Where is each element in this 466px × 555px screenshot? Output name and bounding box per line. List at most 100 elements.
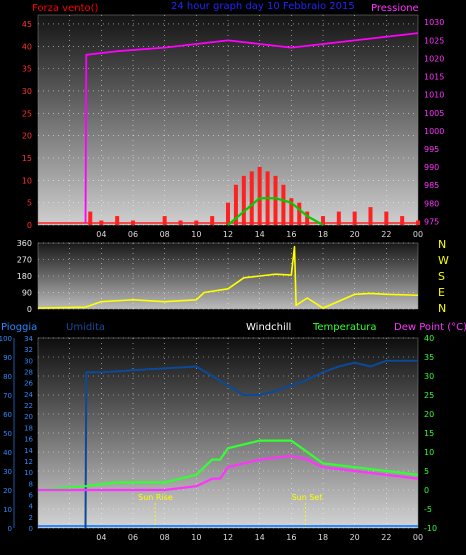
rain-tick: 8: [29, 480, 33, 488]
wind-speed-tick: 20: [22, 132, 32, 141]
dewpoint-line: [38, 454, 419, 492]
temperature-tick: 15: [424, 429, 434, 438]
rain-tick: 10: [24, 469, 33, 477]
humidity-tick: 100: [0, 335, 12, 343]
wind-speed-bar: [115, 216, 120, 225]
pressure-tick: 1000: [424, 127, 444, 136]
x-tick-label: 06: [128, 533, 138, 542]
rain-tick: 14: [24, 447, 33, 455]
humidity-axis: 0 10 20 30 40 50 60 70 80 90 100: [0, 335, 15, 533]
rain-tick: 34: [24, 335, 33, 343]
x-tick-label: 22: [381, 533, 391, 542]
x-tick-label: 14: [255, 533, 265, 542]
wind-speed-tick: 25: [22, 109, 32, 118]
wind-speed-bar: [226, 202, 230, 225]
temperature-tick: 25: [424, 391, 434, 400]
rain-tick: 30: [24, 357, 33, 365]
x-tick-label: 12: [223, 533, 233, 542]
windchill-label: Windchill: [246, 322, 291, 333]
wind-direction-axis: 0 90 180 270 360: [17, 239, 32, 314]
compass-letter: S: [438, 270, 445, 283]
wind-direction-line: [37, 245, 419, 309]
x-tick-label: 16: [286, 533, 296, 542]
x-tick-label: 08: [160, 230, 170, 239]
panel-3-grid: [38, 337, 418, 529]
rain-tick: 16: [24, 436, 33, 444]
direction-tick: 270: [17, 256, 32, 265]
temperature-tick: -5: [424, 505, 432, 514]
temperature-tick: 35: [424, 353, 434, 362]
rain-label: Pioggia: [1, 322, 37, 333]
compass-letter: W: [438, 254, 449, 267]
wind-speed-bar: [297, 202, 302, 225]
direction-tick: 180: [17, 272, 32, 281]
pressure-tick: 980: [424, 199, 439, 208]
temperature-tick: 5: [424, 467, 429, 476]
direction-tick: 360: [17, 239, 32, 248]
rain-tick: 12: [24, 458, 33, 466]
panel-1-x-axis: 04 06 08 10 12 14 16 18 20 22 00: [96, 230, 423, 239]
wind-speed-bar: [400, 216, 405, 225]
rain-tick: 24: [24, 391, 33, 399]
x-tick-label: 22: [381, 230, 391, 239]
pressure-axis: 975 980 985 990 995 1000 1005 1010 1015 1020 1025 1…: [424, 18, 444, 226]
humidity-tick: 90: [3, 354, 12, 362]
compass-letter: N: [438, 302, 446, 315]
temperature-line: [37, 439, 419, 492]
wind-speed-bar: [88, 211, 93, 225]
wind-speed-bar: [257, 166, 262, 225]
direction-tick: 0: [27, 305, 32, 314]
rain-tick: 6: [29, 491, 34, 499]
x-tick-label: 18: [318, 533, 328, 542]
temperature-label: Temperatura: [312, 322, 377, 333]
x-tick-label: 00: [413, 230, 423, 239]
compass-letter: N: [438, 238, 446, 251]
pressure-line: [84, 32, 419, 224]
wind-speed-bar: [210, 216, 215, 225]
sunset-label: Sun Set: [292, 493, 323, 502]
chart-title: 24 hour graph day 10 Febbraio 2015: [171, 1, 355, 12]
rain-tick: 20: [24, 413, 33, 421]
gust-line: [227, 197, 324, 226]
wind-speed-bar: [321, 216, 325, 225]
direction-tick: 90: [22, 289, 32, 298]
humidity-tick: 20: [3, 487, 12, 495]
rain-tick: 22: [24, 402, 33, 410]
pressure-tick: 1015: [424, 73, 444, 82]
wind-speed-tick: 0: [27, 221, 32, 230]
temperature-tick: 30: [424, 372, 434, 381]
temperature-tick: -10: [424, 524, 437, 533]
temperature-tick: 0: [424, 486, 429, 495]
pressure-tick: 990: [424, 163, 439, 172]
wind-speed-bar: [162, 216, 167, 225]
humidity-tick: 80: [3, 373, 12, 381]
humidity-label: Umidita: [66, 322, 105, 333]
pressure-tick: 1025: [424, 36, 444, 45]
rain-tick: 2: [29, 514, 33, 522]
x-tick-label: 08: [160, 533, 170, 542]
sun-markers: Sun Rise Sun Set: [138, 493, 322, 528]
pressure-tick: 1030: [424, 18, 444, 27]
panel-1-series: [84, 32, 419, 226]
x-tick-label: 20: [350, 533, 360, 542]
x-tick-label: 10: [191, 230, 201, 239]
rain-tick: 28: [24, 369, 33, 377]
pressure-tick: 1005: [424, 109, 444, 118]
wind-speed-bar: [336, 211, 341, 225]
humidity-tick: 50: [3, 430, 12, 438]
x-tick-label: 18: [318, 230, 328, 239]
wind-speed-tick: 45: [22, 20, 32, 29]
x-tick-label: 04: [96, 533, 106, 542]
wind-speed-tick: 10: [22, 176, 32, 185]
pressure-label: Pressione: [371, 3, 419, 14]
x-tick-label: 06: [128, 230, 138, 239]
x-tick-label: 16: [286, 230, 296, 239]
x-tick-label: 04: [96, 230, 106, 239]
rain-tick: 32: [24, 346, 33, 354]
panel-3-x-axis: 04 06 08 10 12 14 16 18 20 22 00: [96, 533, 423, 542]
panel-left-label: Forza vento(): [32, 3, 99, 14]
pressure-tick: 1020: [424, 54, 444, 63]
